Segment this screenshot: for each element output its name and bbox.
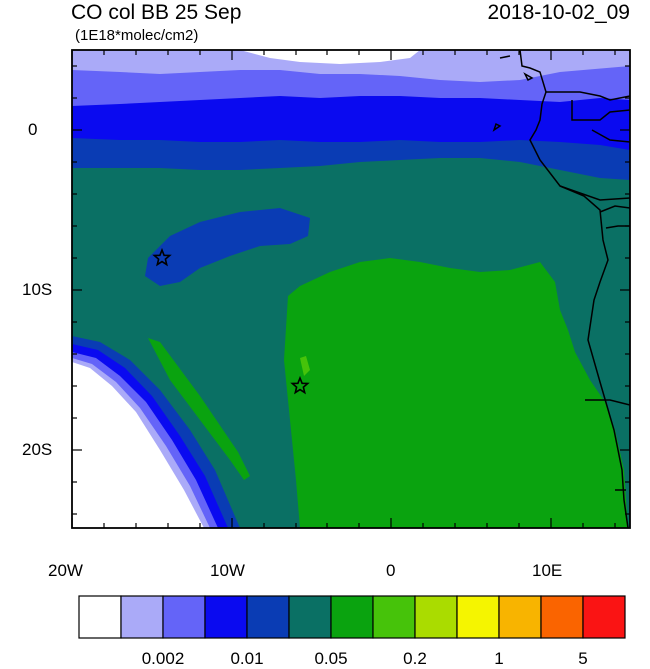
colorbar-swatch (540, 595, 584, 639)
y-tick-0: 0 (28, 120, 38, 139)
colorbar (78, 595, 626, 639)
colorbar-swatch (204, 595, 248, 639)
colorbar-swatch (120, 595, 164, 639)
star-marker-south (290, 375, 310, 395)
axis-ticks (71, 50, 630, 528)
colorbar-swatch (162, 595, 206, 639)
units-label: (1E18*molec/cm2) (75, 27, 199, 44)
map-title: CO col BB 25 Sep (71, 1, 242, 24)
map-datetime: 2018-10-02_09 (487, 1, 630, 24)
x-tick-10e: 10E (532, 561, 563, 580)
coastline (492, 50, 630, 528)
colorbar-label: 0.2 (403, 649, 427, 668)
band-lightblue (72, 50, 630, 82)
x-tick-10w: 10W (210, 561, 245, 580)
colorbar-label: 5 (578, 649, 588, 668)
y-tick-20s: 20S (22, 440, 53, 459)
patch-green (284, 258, 628, 528)
colorbar-label: 0.01 (230, 649, 264, 668)
y-tick-10s: 10S (22, 280, 53, 299)
colorbar-swatch (330, 595, 374, 639)
colorbar-label: 0.002 (141, 649, 185, 668)
x-tick-20w: 20W (48, 561, 83, 580)
band-sw-white (72, 362, 204, 528)
streak-green (148, 338, 250, 480)
colorbar-label: 0.05 (314, 649, 348, 668)
colorbar-swatch (288, 595, 332, 639)
colorbar-swatch (582, 595, 626, 639)
patch-blue (145, 208, 310, 286)
plot-border (71, 49, 631, 529)
band-white (240, 50, 420, 64)
x-tick-0: 0 (386, 561, 396, 580)
colorbar-swatch (498, 595, 542, 639)
colorbar-swatch (456, 595, 500, 639)
patch-yellowgreen (300, 356, 310, 376)
co-field (72, 50, 630, 528)
colorbar-swatch (246, 595, 290, 639)
star-marker-north (152, 247, 172, 267)
colorbar-label: 1 (494, 649, 504, 668)
colorbar-swatch (78, 595, 122, 639)
colorbar-swatch (372, 595, 416, 639)
colorbar-swatch (414, 595, 458, 639)
